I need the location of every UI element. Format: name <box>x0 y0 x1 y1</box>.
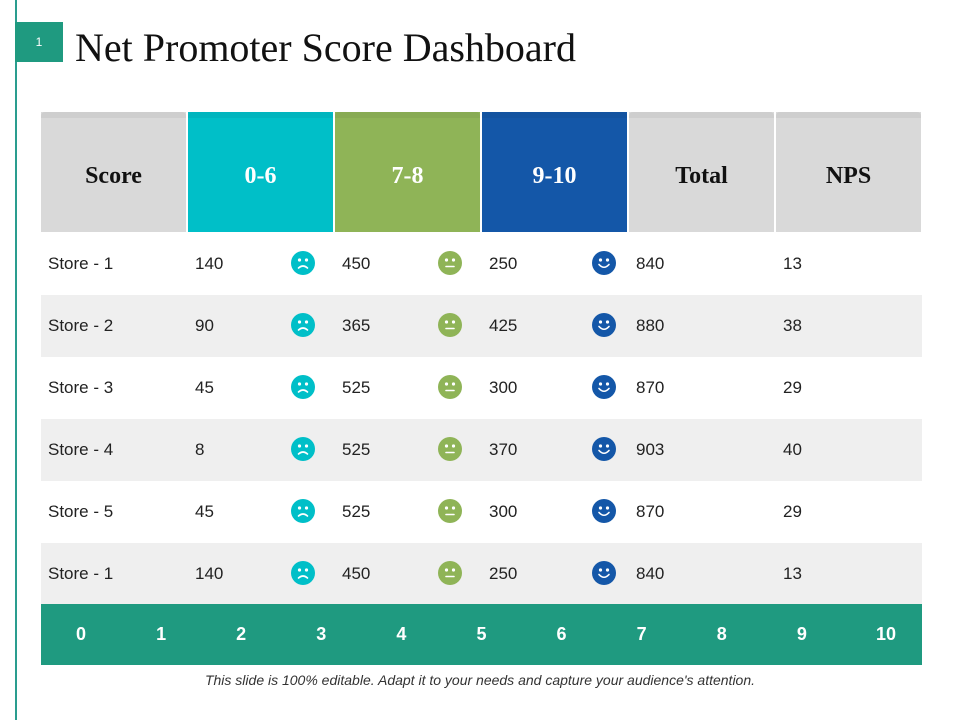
cell-nps: 40 <box>783 440 802 459</box>
neutral-face-icon <box>438 499 462 523</box>
cell-store: Store - 3 <box>48 378 114 397</box>
table-body: Store - 1 140 450 250 840 13 Store - 2 90 365 425… <box>41 233 922 605</box>
header-cell-7-8: 7-8 <box>335 112 480 232</box>
neutral-face-icon <box>438 561 462 585</box>
scale-tick: 3 <box>316 624 327 644</box>
cell-detractors: 45 <box>195 378 214 397</box>
happy-face-icon <box>592 251 616 275</box>
cell-promoters: 425 <box>489 316 518 335</box>
cell-promoters: 300 <box>489 502 518 521</box>
header-cell-score: Score <box>41 112 186 232</box>
header-cell-total: Total <box>629 112 774 232</box>
cell-passives: 450 <box>342 254 371 273</box>
scale-tick: 0 <box>75 624 86 644</box>
happy-face-icon <box>592 437 616 461</box>
sad-face-icon <box>291 313 315 337</box>
cell-promoters: 300 <box>489 378 518 397</box>
table-row: Store - 1 140 450 250 840 13 <box>41 543 922 605</box>
scale-tick: 4 <box>396 624 407 644</box>
sad-face-icon <box>291 375 315 399</box>
cell-store: Store - 5 <box>48 502 114 521</box>
table-header: Score 0-6 7-8 9-10 Total NPS <box>41 112 922 232</box>
neutral-face-icon <box>438 437 462 461</box>
cell-promoters: 250 <box>489 254 518 273</box>
scale-tick: 10 <box>875 624 896 644</box>
header-tab <box>335 112 480 118</box>
cell-detractors: 90 <box>195 316 214 335</box>
cell-nps: 29 <box>783 378 802 397</box>
header-cell-0-6: 0-6 <box>188 112 333 232</box>
happy-face-icon <box>592 375 616 399</box>
table-row: Store - 1 140 450 250 840 13 <box>41 233 922 295</box>
header-cell-nps: NPS <box>776 112 921 232</box>
cell-promoters: 250 <box>489 564 518 583</box>
scale-tick: 1 <box>156 624 167 644</box>
header-tab <box>188 112 333 118</box>
cell-detractors: 140 <box>195 564 224 583</box>
table-row: Store - 2 90 365 425 880 38 <box>41 295 922 357</box>
table-row: Store - 4 8 525 370 903 40 <box>41 419 922 481</box>
scale-tick: 5 <box>476 624 487 644</box>
cell-total: 840 <box>636 564 665 583</box>
cell-passives: 525 <box>342 502 371 521</box>
slide-number: 1 <box>15 22 63 62</box>
sad-face-icon <box>291 561 315 585</box>
scale-tick: 2 <box>236 624 247 644</box>
cell-nps: 13 <box>783 254 802 273</box>
cell-total: 870 <box>636 502 665 521</box>
page-title: Net Promoter Score Dashboard <box>75 25 576 70</box>
cell-nps: 29 <box>783 502 802 521</box>
cell-store: Store - 1 <box>48 254 114 273</box>
header-tab <box>41 112 186 118</box>
scale-tick: 7 <box>636 624 647 644</box>
cell-detractors: 140 <box>195 254 224 273</box>
sad-face-icon <box>291 499 315 523</box>
table-row: Store - 3 45 525 300 870 29 <box>41 357 922 419</box>
neutral-face-icon <box>438 375 462 399</box>
header-tab <box>482 112 627 118</box>
left-accent-line <box>15 0 17 720</box>
cell-total: 870 <box>636 378 665 397</box>
cell-passives: 450 <box>342 564 371 583</box>
cell-passives: 365 <box>342 316 371 335</box>
cell-store: Store - 4 <box>48 440 114 459</box>
header-label: 0-6 <box>244 162 277 189</box>
cell-total: 903 <box>636 440 665 459</box>
sad-face-icon <box>291 437 315 461</box>
header-tab <box>629 112 774 118</box>
score-scale-bar: 0 1 2 3 4 5 6 7 8 9 10 <box>41 604 922 665</box>
header-label: Score <box>85 162 142 189</box>
cell-store: Store - 2 <box>48 316 114 335</box>
cell-nps: 13 <box>783 564 802 583</box>
cell-store: Store - 1 <box>48 564 114 583</box>
cell-detractors: 8 <box>195 440 205 459</box>
sad-face-icon <box>291 251 315 275</box>
header-label: Total <box>675 162 728 189</box>
happy-face-icon <box>592 561 616 585</box>
header-label: 7-8 <box>391 162 424 189</box>
happy-face-icon <box>592 499 616 523</box>
scale-tick: 6 <box>556 624 567 644</box>
cell-passives: 525 <box>342 440 371 459</box>
header-cell-9-10: 9-10 <box>482 112 627 232</box>
happy-face-icon <box>592 313 616 337</box>
scale-tick: 8 <box>716 624 727 644</box>
header-label: 9-10 <box>532 162 577 189</box>
cell-nps: 38 <box>783 316 802 335</box>
cell-promoters: 370 <box>489 440 518 459</box>
cell-passives: 525 <box>342 378 371 397</box>
header-label: NPS <box>825 162 872 189</box>
scale-tick: 9 <box>796 624 807 644</box>
footer-note: This slide is 100% editable. Adapt it to… <box>204 672 756 688</box>
neutral-face-icon <box>438 251 462 275</box>
cell-detractors: 45 <box>195 502 214 521</box>
cell-total: 880 <box>636 316 665 335</box>
table-row: Store - 5 45 525 300 870 29 <box>41 481 922 543</box>
header-tab <box>776 112 921 118</box>
neutral-face-icon <box>438 313 462 337</box>
cell-total: 840 <box>636 254 665 273</box>
